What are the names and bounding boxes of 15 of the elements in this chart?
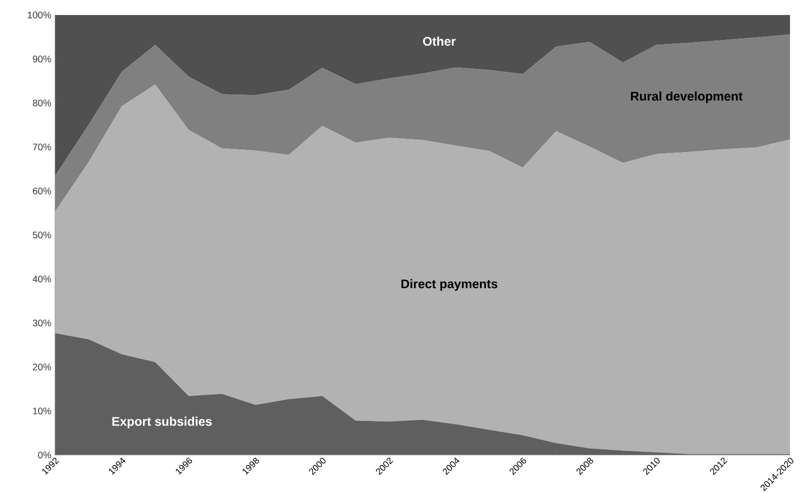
series-label: Rural development [631,91,743,104]
y-tick-label: 50% [32,232,52,238]
y-tick-label: 30% [32,320,52,326]
y-tick-label: 100% [28,12,52,18]
y-tick-label: 90% [32,56,52,62]
y-tick-label: 0% [38,452,52,458]
series-label: Export subsidies [112,416,212,428]
y-tick-label: 10% [33,408,52,414]
y-tick-label: 70% [32,144,52,150]
y-tick-label: 20% [32,364,52,370]
y-tick-label: 60% [32,188,52,194]
y-tick-label: 80% [32,100,52,106]
series-label: Direct payments [401,279,498,291]
y-tick-label: 40% [32,276,52,282]
series-label: Other [423,36,456,46]
